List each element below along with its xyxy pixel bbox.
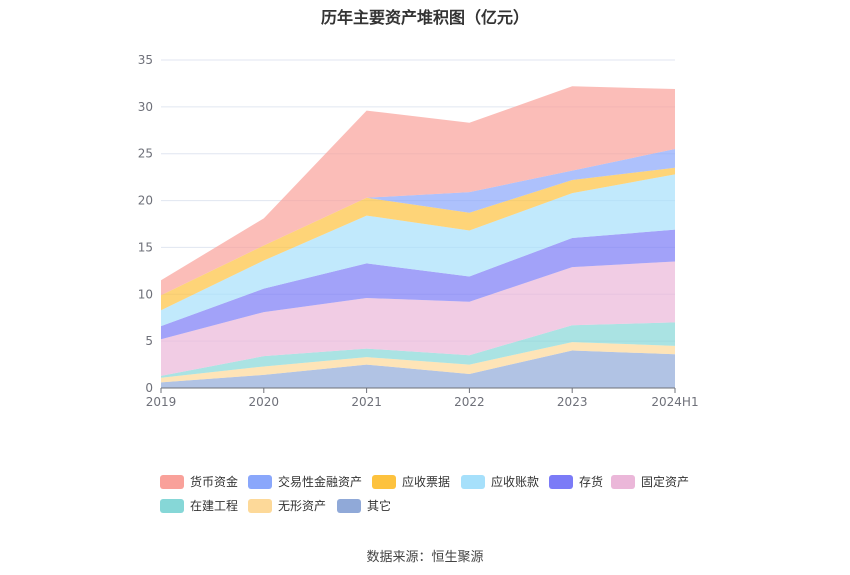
legend-swatch: [549, 474, 573, 489]
data-source: 数据来源：恒生聚源: [366, 550, 484, 565]
legend-item[interactable]: 应收票据: [372, 473, 450, 490]
legend-item[interactable]: 固定资产: [611, 473, 689, 490]
legend-swatch: [372, 474, 396, 489]
legend-item[interactable]: 无形资产: [248, 497, 326, 514]
y-tick-label: 35: [138, 53, 153, 67]
legend-swatch: [248, 498, 272, 513]
legend-label: 存货: [579, 475, 604, 489]
x-tick-label: 2020: [249, 395, 280, 409]
legend-label: 货币资金: [190, 475, 239, 489]
area-series-存货: [161, 229, 675, 340]
x-tick-label: 2021: [351, 395, 382, 409]
area-series-应收账款: [161, 174, 675, 327]
legend-label: 无形资产: [278, 499, 327, 513]
area-series-其它: [161, 350, 675, 388]
y-tick-label: 25: [138, 147, 153, 161]
legend-swatch: [461, 474, 485, 489]
area-series-交易性金融资产: [161, 149, 675, 296]
area-series-货币资金: [161, 86, 675, 296]
area-series-无形资产: [161, 342, 675, 383]
legend-label: 在建工程: [190, 499, 239, 513]
legend-swatch: [248, 474, 272, 489]
area-series-固定资产: [161, 261, 675, 376]
legend-label: 其它: [367, 499, 392, 513]
legend-label: 应收账款: [491, 475, 540, 489]
legend-label: 交易性金融资产: [278, 475, 363, 489]
legend-swatch: [160, 498, 184, 513]
x-tick-label: 2019: [146, 395, 177, 409]
x-tick-label: 2023: [557, 395, 588, 409]
legend-label: 固定资产: [641, 475, 690, 489]
y-tick-label: 5: [145, 334, 153, 348]
legend-item[interactable]: 应收账款: [461, 473, 539, 490]
legend-item[interactable]: 在建工程: [160, 497, 238, 514]
legend-item[interactable]: 其它: [337, 497, 391, 514]
y-tick-label: 15: [138, 240, 153, 254]
chart-title: 历年主要资产堆积图（亿元）: [320, 8, 529, 27]
legend-item[interactable]: 交易性金融资产: [248, 473, 362, 490]
y-tick-label: 30: [138, 100, 153, 114]
legend-swatch: [611, 474, 635, 489]
legend-item[interactable]: 存货: [549, 473, 603, 490]
legend-swatch: [160, 474, 184, 489]
area-series-应收票据: [161, 167, 675, 311]
legend-item[interactable]: 货币资金: [160, 473, 238, 490]
y-tick-label: 0: [145, 381, 153, 395]
legend-label: 应收票据: [402, 475, 451, 489]
y-tick-label: 10: [138, 287, 153, 301]
area-series-在建工程: [161, 322, 675, 378]
legend-swatch: [337, 498, 361, 513]
x-tick-label: 2024H1: [651, 395, 698, 409]
x-tick-label: 2022: [454, 395, 485, 409]
y-tick-label: 20: [138, 194, 153, 208]
